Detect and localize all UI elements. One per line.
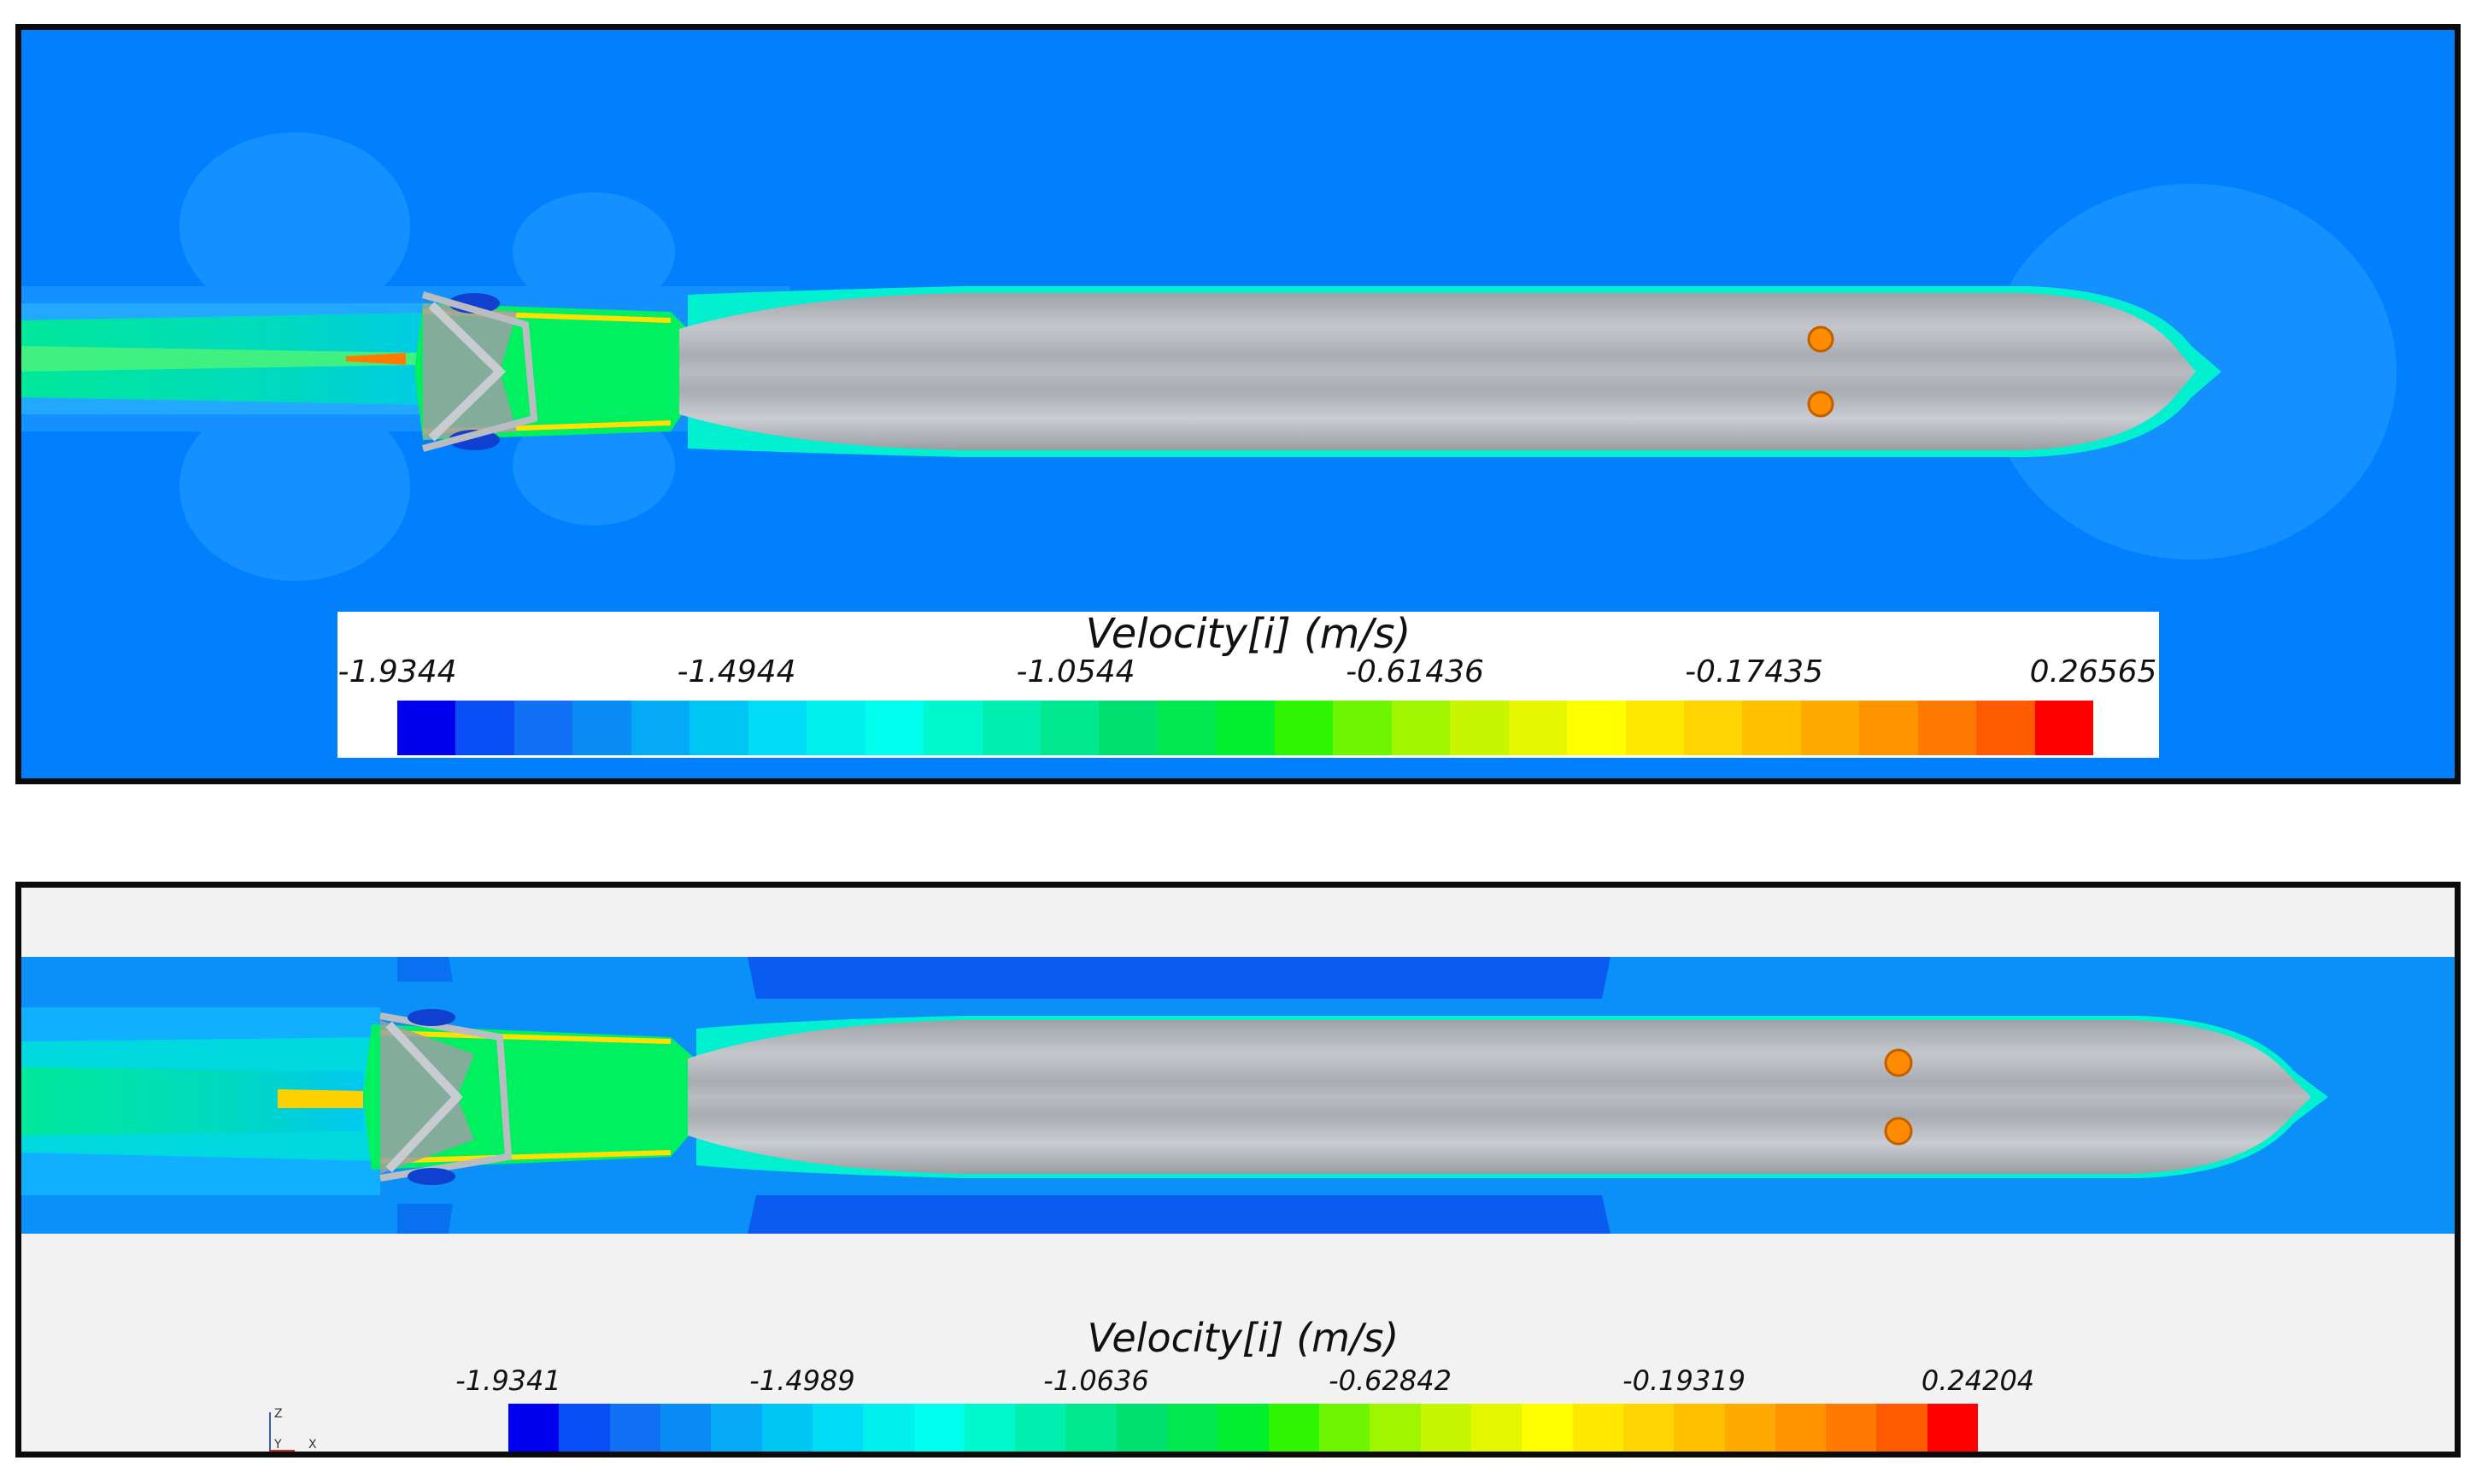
colorbar-swatch [1391,701,1451,755]
contour-panel-top: Velocity[i] (m/s) -1.9344 -1.4944 -1.054… [15,24,2461,784]
z-axis-line [269,1412,271,1452]
colorbar-swatch [1157,701,1217,755]
colorbar-swatch [913,1404,965,1452]
colorbar-swatch [397,701,456,755]
colorbar-swatch [982,701,1041,755]
sensor-domes-top [1807,326,1834,418]
colorbar-tick: 0.26565 [2029,654,2157,689]
colorbar-swatch [865,701,924,755]
axis-triad: Z Y X [261,1407,346,1452]
colorbar-gradient [508,1404,1979,1452]
colorbar-tick: -1.0636 [1043,1364,1149,1397]
z-axis-label: Z [274,1407,283,1421]
colorbar-swatch [1917,701,1977,755]
colorbar-swatch [924,701,983,755]
colorbar-swatch [1319,1404,1370,1452]
colorbar-gradient [397,701,2094,755]
colorbar-swatch [631,701,690,755]
colorbar-swatch [1167,1404,1218,1452]
wake-contour-bottom [21,1007,380,1195]
colorbar-swatch [1470,1404,1523,1452]
colorbar-swatch [1622,1404,1675,1452]
colorbar-swatch [1775,1404,1827,1452]
colorbar-swatch [711,1404,762,1452]
colorbar-swatch [1724,1404,1775,1452]
colorbar-swatch [1274,701,1334,755]
accelerated-flow-bands [397,957,1611,1234]
colorbar-legend-bottom: Velocity[i] (m/s) -1.9341 -1.4989 -1.063… [449,1315,2038,1452]
colorbar-swatch [1099,701,1158,755]
colorbar-tick: -0.19319 [1622,1364,1746,1397]
colorbar-swatch [689,701,748,755]
colorbar-tick: 0.24204 [1921,1364,2035,1397]
colorbar-swatch [1217,1404,1269,1452]
y-axis-label: Y [274,1438,282,1452]
colorbar-swatch [660,1404,712,1452]
velocity-field-top [21,132,2397,581]
colorbar-swatch [1333,701,1392,755]
colorbar-swatch [2034,701,2094,755]
colorbar-swatch [1976,701,2035,755]
colorbar-swatch [513,701,573,755]
colorbar-swatch [572,701,631,755]
colorbar-swatch [1116,1404,1168,1452]
colorbar-swatch [1268,1404,1319,1452]
colorbar-tick: -1.9344 [337,654,457,689]
colorbar-swatch [748,701,807,755]
sensor-domes-bottom [1884,1048,1913,1146]
hull-top [679,293,2196,450]
colorbar-swatch [1567,701,1626,755]
colorbar-swatch [863,1404,914,1452]
colorbar-swatch [1742,701,1801,755]
colorbar-swatch [1674,1404,1725,1452]
colorbar-swatch [1065,1404,1117,1452]
colorbar-swatch [455,701,514,755]
colorbar-title: Velocity[i] (m/s) [1085,610,1411,658]
colorbar-swatch [559,1404,610,1452]
colorbar-swatch [761,1404,813,1452]
x-axis-line [269,1450,295,1452]
tail-fins-bottom [363,1009,705,1185]
colorbar-tick: -0.17435 [1685,654,1823,689]
colorbar-swatch [1015,1404,1066,1452]
colorbar-swatch [1420,1404,1471,1452]
colorbar-swatch [1572,1404,1623,1452]
colorbar-swatch [1927,1404,1979,1452]
tail-fins-top [414,291,696,452]
colorbar-swatch [508,1404,560,1452]
colorbar-swatch [1876,1404,1927,1452]
colorbar-swatch [1216,701,1275,755]
wake-contour [21,303,466,414]
colorbar-swatch [1450,701,1509,755]
colorbar-swatch [1040,701,1100,755]
colorbar-swatch [964,1404,1016,1452]
colorbar-swatch [609,1404,660,1452]
x-axis-label: X [308,1438,317,1452]
colorbar-tick: -1.0544 [1016,654,1135,689]
colorbar-swatch [1508,701,1568,755]
colorbar-tick: -1.9341 [455,1364,561,1397]
colorbar-swatch [1625,701,1684,755]
colorbar-swatch [1370,1404,1421,1452]
colorbar-swatch [807,701,865,755]
colorbar-tick: -1.4944 [677,654,796,689]
colorbar-swatch [1683,701,1743,755]
colorbar-swatch [1522,1404,1573,1452]
colorbar-tick: -0.61436 [1346,654,1484,689]
colorbar-tick: -0.62842 [1329,1364,1452,1397]
contour-panel-bottom: Velocity[i] (m/s) -1.9341 -1.4989 -1.063… [15,882,2461,1458]
colorbar-legend-top: Velocity[i] (m/s) -1.9344 -1.4944 -1.054… [337,610,2159,758]
colorbar-swatch [1800,701,1860,755]
colorbar-swatch [1826,1404,1877,1452]
colorbar-swatch [1859,701,1918,755]
colorbar-tick: -1.4989 [749,1364,855,1397]
colorbar-title: Velocity[i] (m/s) [1087,1315,1399,1361]
colorbar-swatch [812,1404,864,1452]
hull-bottom [688,1020,2311,1174]
velocity-field-bottom [21,957,2455,1234]
